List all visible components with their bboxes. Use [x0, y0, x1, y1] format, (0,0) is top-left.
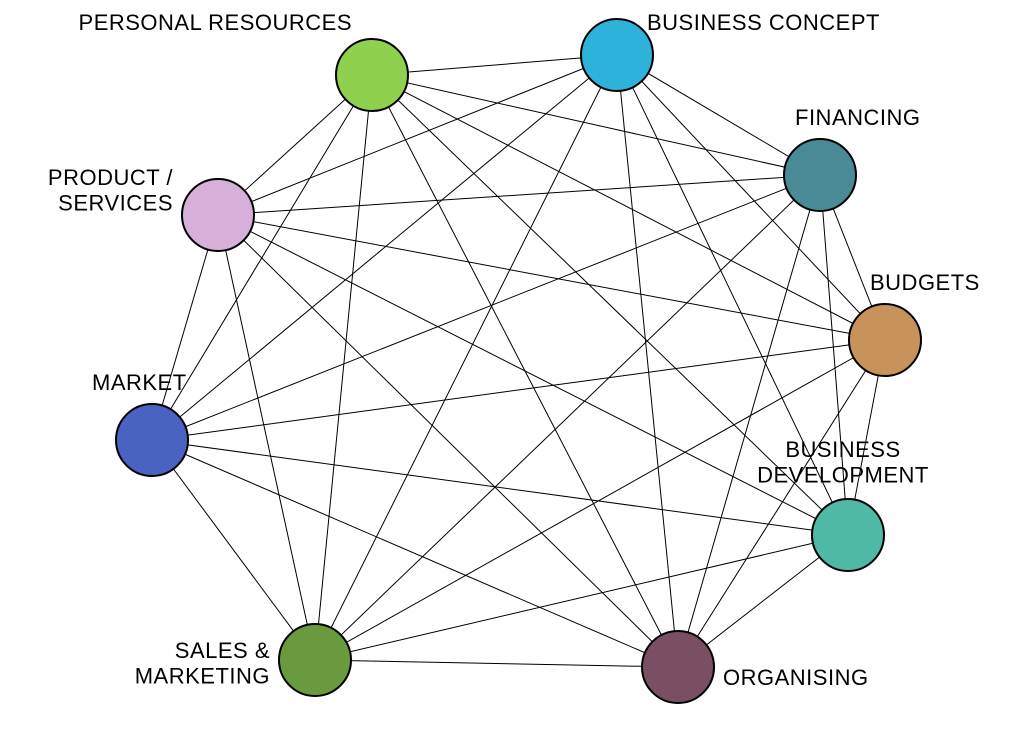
- edge: [315, 340, 885, 660]
- node-organising: [642, 631, 714, 703]
- node-label-market: MARKET: [92, 370, 187, 395]
- node-label-financing: FINANCING: [795, 105, 921, 130]
- node-product_services: [182, 179, 254, 251]
- node-business_development: [812, 499, 884, 571]
- node-label-sales_marketing: SALES &MARKETING: [135, 638, 270, 688]
- edge: [372, 75, 820, 175]
- node-business_concept: [581, 19, 653, 91]
- node-market: [116, 404, 188, 476]
- edge: [315, 75, 372, 660]
- node-financing: [784, 139, 856, 211]
- edge: [152, 340, 885, 440]
- edge: [218, 215, 848, 535]
- node-label-budgets: BUDGETS: [870, 270, 980, 295]
- edge: [315, 660, 678, 667]
- node-budgets: [849, 304, 921, 376]
- node-label-business_concept: BUSINESS CONCEPT: [647, 10, 880, 35]
- edges-layer: [152, 55, 885, 667]
- node-label-product_services: PRODUCT /SERVICES: [48, 165, 173, 215]
- edge: [152, 440, 848, 535]
- node-sales_marketing: [279, 624, 351, 696]
- node-label-personal_resources: PERSONAL RESOURCES: [79, 10, 352, 35]
- node-personal_resources: [336, 39, 408, 111]
- edge: [152, 440, 678, 667]
- edge: [218, 215, 315, 660]
- node-label-business_development: BUSINESSDEVELOPMENT: [757, 437, 929, 487]
- edge: [678, 175, 820, 667]
- network-diagram: PERSONAL RESOURCES BUSINESS CONCEPT FINANC…: [0, 0, 1024, 738]
- edge: [218, 55, 617, 215]
- node-label-organising: ORGANISING: [723, 665, 869, 690]
- edge: [218, 215, 678, 667]
